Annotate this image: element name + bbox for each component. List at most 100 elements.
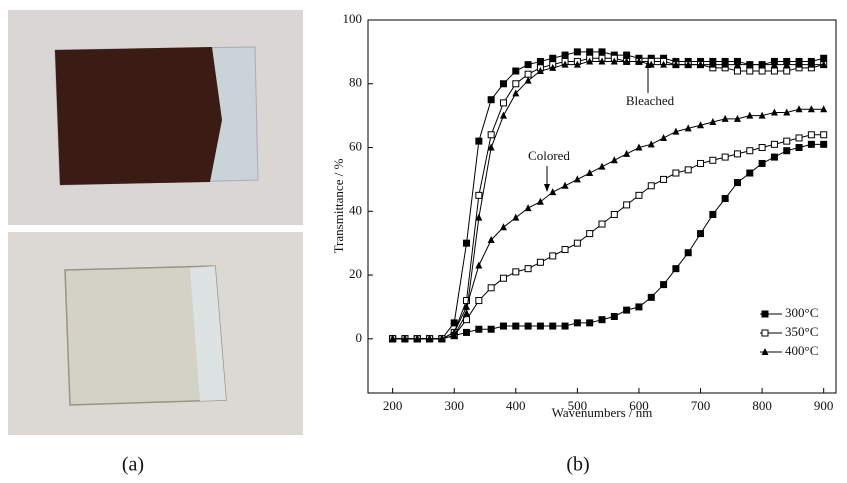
marker bbox=[561, 60, 569, 68]
marker bbox=[623, 201, 631, 209]
marker bbox=[761, 310, 769, 318]
marker bbox=[807, 60, 815, 68]
marker bbox=[549, 63, 557, 71]
marker bbox=[746, 60, 754, 68]
marker bbox=[672, 265, 680, 273]
marker bbox=[487, 284, 495, 292]
marker bbox=[623, 51, 631, 59]
marker bbox=[770, 67, 778, 75]
marker bbox=[598, 162, 606, 170]
y-tick-label: 100 bbox=[343, 11, 363, 26]
marker bbox=[586, 48, 594, 56]
marker bbox=[487, 131, 495, 139]
marker bbox=[610, 156, 618, 164]
data-line bbox=[392, 60, 824, 340]
marker bbox=[536, 322, 544, 330]
marker bbox=[623, 57, 631, 65]
marker bbox=[783, 108, 791, 116]
marker bbox=[672, 169, 680, 177]
marker bbox=[573, 60, 581, 68]
marker bbox=[426, 334, 434, 342]
marker bbox=[450, 319, 458, 327]
marker bbox=[499, 274, 507, 282]
marker bbox=[549, 252, 557, 260]
marker bbox=[761, 329, 769, 337]
marker bbox=[746, 147, 754, 155]
marker bbox=[487, 96, 495, 104]
marker bbox=[610, 57, 618, 65]
marker bbox=[524, 61, 532, 69]
marker bbox=[647, 140, 655, 148]
x-tick-label: 500 bbox=[568, 398, 588, 413]
marker bbox=[561, 181, 569, 189]
marker bbox=[524, 265, 532, 273]
marker bbox=[684, 124, 692, 132]
marker bbox=[684, 249, 692, 257]
marker bbox=[684, 166, 692, 174]
marker bbox=[746, 169, 754, 177]
x-tick-label: 900 bbox=[814, 398, 834, 413]
marker bbox=[512, 268, 520, 276]
marker bbox=[475, 137, 483, 145]
marker bbox=[795, 60, 803, 68]
marker bbox=[623, 306, 631, 314]
legend-label: 400°C bbox=[785, 343, 818, 358]
marker bbox=[709, 60, 717, 68]
marker bbox=[524, 76, 532, 84]
marker bbox=[499, 223, 507, 231]
marker bbox=[820, 140, 828, 148]
marker bbox=[586, 57, 594, 65]
marker bbox=[807, 105, 815, 113]
marker bbox=[660, 281, 668, 289]
marker bbox=[475, 325, 483, 333]
marker bbox=[660, 133, 668, 141]
arrow-head bbox=[645, 60, 651, 68]
marker bbox=[401, 334, 409, 342]
marker bbox=[758, 111, 766, 119]
marker bbox=[586, 319, 594, 327]
marker bbox=[746, 111, 754, 119]
marker bbox=[512, 89, 520, 97]
x-tick-label: 800 bbox=[752, 398, 772, 413]
marker bbox=[783, 67, 791, 75]
marker bbox=[697, 60, 705, 68]
y-tick-label: 20 bbox=[349, 266, 362, 281]
marker bbox=[512, 213, 520, 221]
marker bbox=[499, 322, 507, 330]
marker bbox=[512, 80, 520, 88]
marker bbox=[536, 57, 544, 65]
marker bbox=[438, 334, 446, 342]
marker bbox=[672, 127, 680, 135]
marker bbox=[783, 137, 791, 145]
marker bbox=[721, 60, 729, 68]
marker bbox=[573, 319, 581, 327]
marker bbox=[660, 60, 668, 68]
marker bbox=[647, 182, 655, 190]
marker bbox=[635, 143, 643, 151]
marker bbox=[561, 51, 569, 59]
marker bbox=[820, 105, 828, 113]
marker bbox=[487, 235, 495, 243]
x-tick-label: 400 bbox=[506, 398, 526, 413]
marker bbox=[635, 57, 643, 65]
marker bbox=[524, 322, 532, 330]
marker bbox=[709, 118, 717, 126]
marker bbox=[709, 156, 717, 164]
photo-colored bbox=[8, 10, 303, 225]
marker bbox=[795, 134, 803, 142]
x-tick-label: 700 bbox=[691, 398, 711, 413]
marker bbox=[499, 80, 507, 88]
marker bbox=[463, 239, 471, 247]
marker bbox=[389, 334, 397, 342]
data-line bbox=[392, 108, 824, 340]
marker bbox=[758, 159, 766, 167]
marker bbox=[598, 220, 606, 228]
annotation: Bleached bbox=[626, 93, 675, 108]
marker bbox=[783, 60, 791, 68]
marker bbox=[610, 210, 618, 218]
marker bbox=[635, 191, 643, 199]
marker bbox=[549, 54, 557, 62]
marker bbox=[512, 322, 520, 330]
marker bbox=[561, 246, 569, 254]
